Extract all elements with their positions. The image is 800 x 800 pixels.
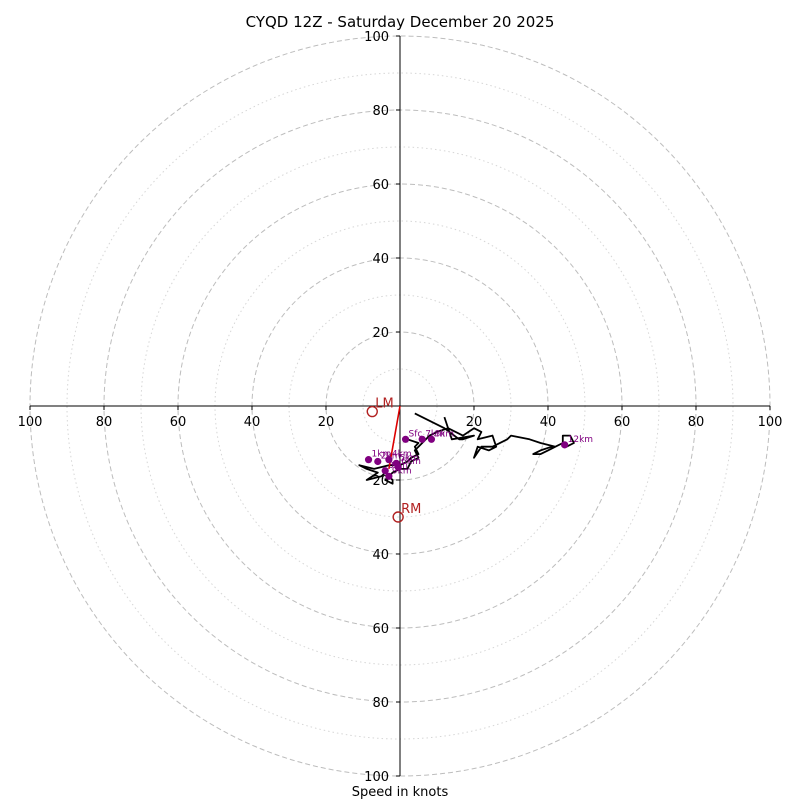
x-tick-label: 40 — [540, 415, 557, 430]
height-marker-7km — [418, 435, 426, 443]
hodograph-trace-upper-line — [414, 412, 475, 441]
x-tick-label: 80 — [96, 415, 113, 430]
storm-label-RM: RM — [401, 502, 421, 517]
height-label-Sfc: Sfc — [409, 429, 423, 439]
height-label-1km: 1km — [372, 450, 392, 460]
hodograph-trace-line — [358, 427, 575, 485]
height-marker-8km — [427, 435, 436, 443]
height-label-4km: 4km — [392, 450, 412, 460]
storm-motion-markers: LM RM — [366, 397, 421, 523]
height-label-2km: 2km — [381, 452, 401, 462]
y-tick-label: 60 — [372, 622, 389, 637]
wind-trace — [358, 412, 575, 485]
height-marker-Sfc — [401, 435, 410, 443]
y-tick-label: 80 — [372, 696, 389, 711]
height-marker-4km — [385, 456, 393, 464]
height-label-7km: 7km — [425, 429, 445, 439]
height-label-8km: 8km — [434, 429, 454, 439]
storm-label-LM: LM — [375, 397, 393, 412]
chart-title: CYQD 12Z - Saturday December 20 2025 — [246, 13, 555, 31]
height-label-6km: 6km — [401, 457, 421, 467]
height-marker-1km — [364, 456, 373, 464]
y-tick-label: 100 — [364, 30, 389, 45]
height-marker-12km — [561, 441, 569, 449]
x-tick-label: 20 — [466, 415, 483, 430]
y-tick-label: 40 — [372, 548, 389, 563]
height-marker-6km — [394, 463, 402, 471]
x-tick-label: 40 — [244, 415, 261, 430]
y-tick-label: 40 — [372, 252, 389, 267]
height-label-9km: 9km — [392, 466, 412, 476]
y-tick-label: 60 — [372, 178, 389, 193]
x-tick-label: 60 — [614, 415, 631, 430]
height-label-5km: 5km — [399, 453, 419, 463]
y-tick-label: 20 — [372, 326, 389, 341]
x-tick-label: 100 — [18, 415, 43, 430]
x-tick-label: 60 — [170, 415, 187, 430]
storm-marker-RM — [392, 511, 404, 523]
height-label-3km: 3km — [388, 461, 408, 471]
x-axis-label: Speed in knots — [352, 785, 449, 800]
height-marker-9km — [385, 472, 393, 480]
x-tick-label: 100 — [758, 415, 783, 430]
height-marker-3km — [381, 467, 389, 475]
x-tick-label: 80 — [688, 415, 705, 430]
height-label-12km: 12km — [568, 435, 593, 445]
y-tick-label: 100 — [364, 770, 389, 785]
x-tick-label: 20 — [318, 415, 335, 430]
height-marker-2km — [374, 457, 382, 466]
tick-labels: 100 80 60 40 20 20 40 60 80 100100806040202040608… — [18, 30, 783, 785]
storm-marker-LM — [366, 405, 378, 418]
y-tick-label: 80 — [372, 104, 389, 119]
